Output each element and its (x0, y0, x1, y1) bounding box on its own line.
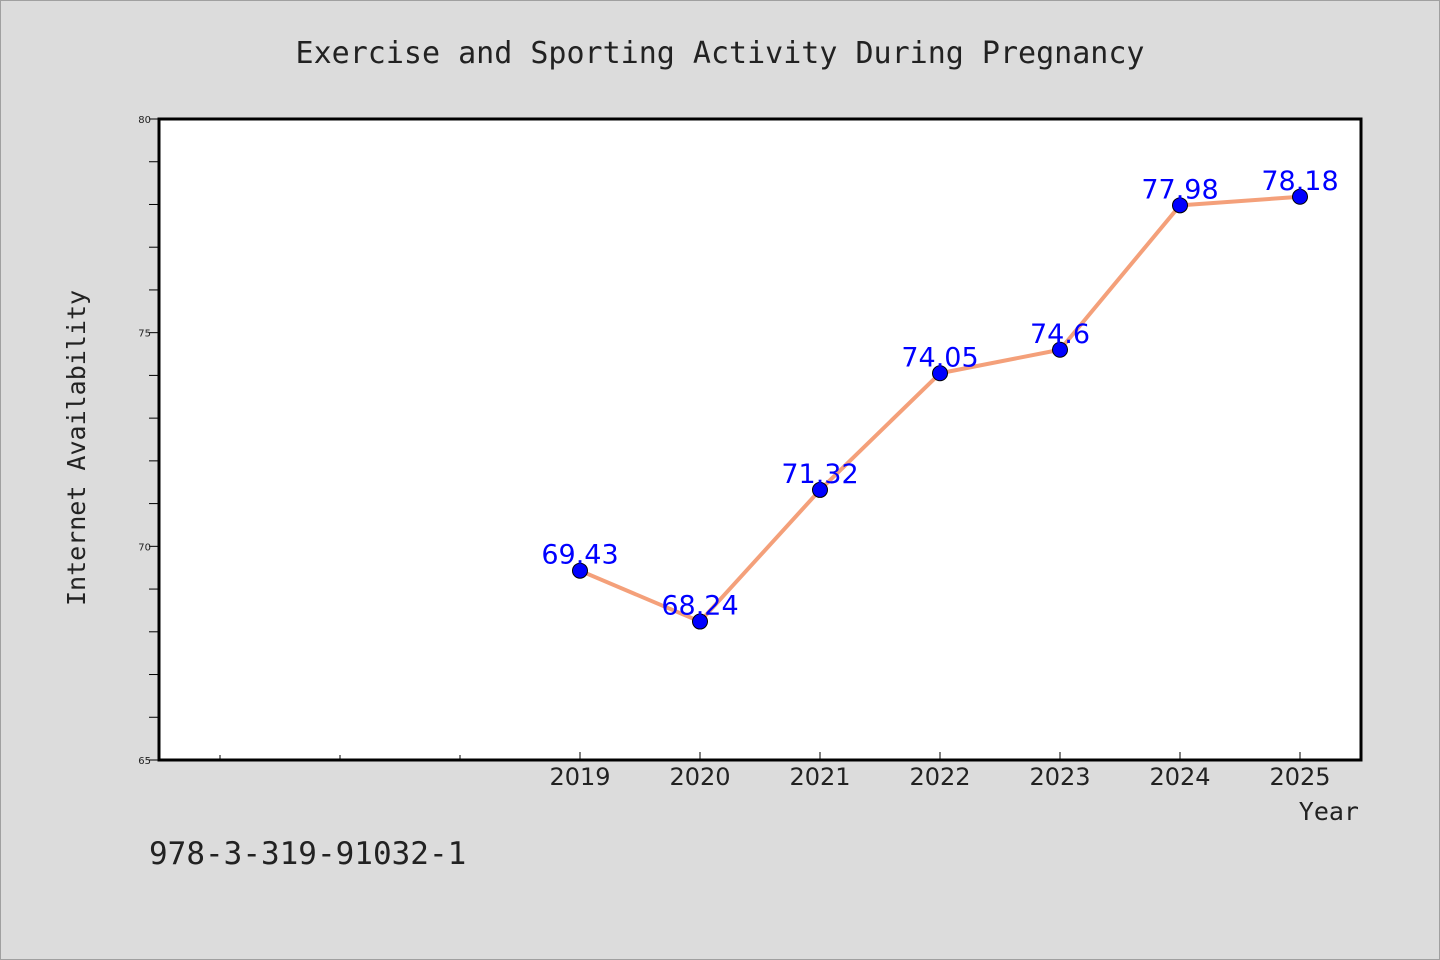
plot-area (157, 117, 1363, 762)
x-axis: 2019 2020 2021 2022 2023 2024 2025 (219, 752, 1331, 791)
data-label: 68.24 (661, 591, 738, 622)
x-tick-label: 2021 (789, 763, 850, 791)
data-point (812, 481, 828, 498)
y-axis: 65 70 75 80 (138, 115, 159, 767)
x-tick-label: 2024 (1149, 763, 1210, 791)
y-tick-label: 80 (138, 115, 151, 126)
isbn-text: 978-3-319-91032-1 (149, 836, 466, 872)
y-tick-label: 65 (138, 756, 151, 767)
data-label: 69.43 (541, 540, 618, 571)
data-point (1172, 197, 1188, 214)
data-point (1052, 341, 1068, 358)
y-tick-label: 75 (138, 329, 151, 340)
data-label: 74.6 (1030, 319, 1090, 350)
data-label: 71.32 (781, 459, 858, 490)
x-tick-label: 2023 (1029, 763, 1090, 791)
data-label: 77.98 (1141, 174, 1218, 205)
data-point (1292, 188, 1308, 205)
x-tick-label: 2019 (549, 763, 610, 791)
data-point (692, 613, 708, 630)
data-label: 78.18 (1261, 166, 1338, 197)
y-tick-label: 70 (138, 542, 151, 553)
data-point (572, 562, 588, 579)
data-markers (572, 188, 1308, 630)
x-tick-label: 2022 (909, 763, 970, 791)
x-axis-label: Year (1299, 797, 1359, 826)
x-tick-label: 2025 (1269, 763, 1330, 791)
y-axis-label: Internet Availability (62, 290, 91, 606)
data-point (932, 365, 948, 382)
data-labels: 69.43 68.24 71.32 74.05 74.6 77.98 78.18 (541, 166, 1338, 622)
data-label: 74.05 (901, 342, 978, 373)
chart-title: Exercise and Sporting Activity During Pr… (296, 36, 1145, 71)
x-tick-label: 2020 (669, 763, 730, 791)
